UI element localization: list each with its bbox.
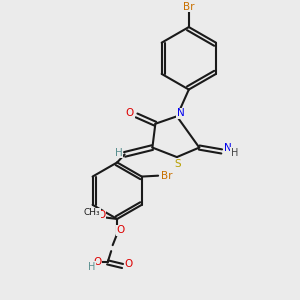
Text: CH₃: CH₃	[83, 208, 100, 217]
Text: O: O	[124, 260, 133, 269]
Text: O: O	[97, 210, 106, 220]
Text: O: O	[117, 225, 125, 235]
Text: Br: Br	[161, 171, 172, 181]
Text: O: O	[126, 108, 134, 118]
Text: H: H	[88, 262, 95, 272]
Text: H: H	[115, 148, 122, 158]
Text: N: N	[224, 143, 232, 154]
Text: N: N	[177, 108, 184, 118]
Text: S: S	[175, 159, 181, 169]
Text: Br: Br	[183, 2, 195, 12]
Text: H: H	[230, 148, 238, 158]
Text: O: O	[93, 256, 102, 266]
